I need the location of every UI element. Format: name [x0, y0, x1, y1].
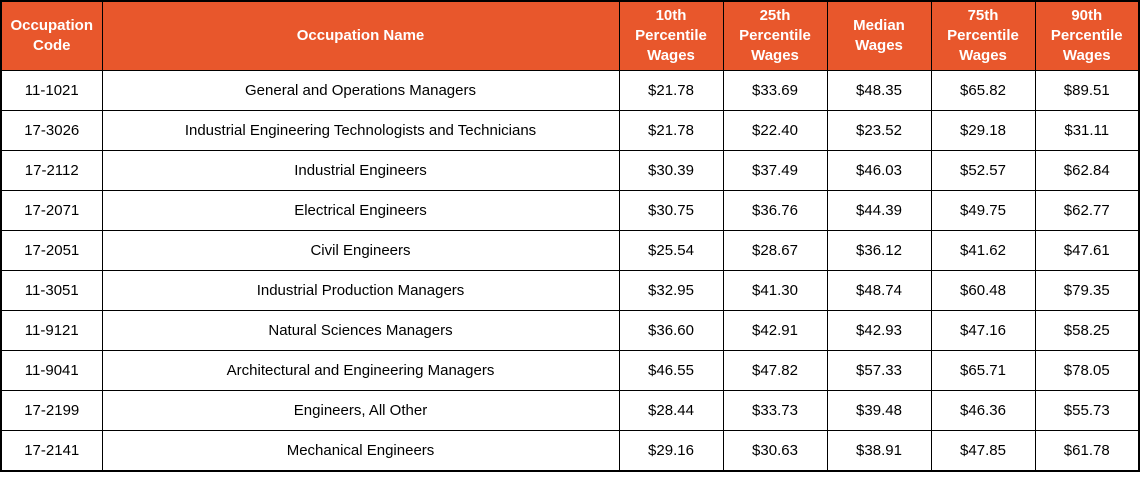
wage-median-cell: $23.52 [826, 110, 932, 151]
wage-10th-percentile-cell: $21.78 [618, 70, 724, 111]
wage-10th-percentile-cell: $30.75 [618, 190, 724, 231]
wage-75th-percentile-cell: $47.85 [930, 430, 1036, 472]
wage-90th-percentile-cell: $78.05 [1034, 350, 1140, 391]
wage-median-cell: $57.33 [826, 350, 932, 391]
occupation-code-cell: 11-3051 [0, 270, 103, 311]
col-header-median-wages: Median Wages [826, 0, 932, 71]
wage-median-cell: $39.48 [826, 390, 932, 431]
wage-90th-percentile-cell: $62.84 [1034, 150, 1140, 191]
table-body: 11-1021 General and Operations Managers … [0, 70, 1140, 472]
wage-25th-percentile-cell: $22.40 [722, 110, 828, 151]
wage-75th-percentile-cell: $52.57 [930, 150, 1036, 191]
occupation-name-cell: General and Operations Managers [101, 70, 620, 111]
occupation-code-cell: 17-2199 [0, 390, 103, 431]
header-row: Occupation Code Occupation Name 10th Per… [0, 0, 1140, 71]
wage-25th-percentile-cell: $47.82 [722, 350, 828, 391]
occupation-code-cell: 17-3026 [0, 110, 103, 151]
col-header-occupation-name: Occupation Name [101, 0, 620, 71]
wage-25th-percentile-cell: $42.91 [722, 310, 828, 351]
occupation-name-cell: Industrial Engineering Technologists and… [101, 110, 620, 151]
wage-75th-percentile-cell: $65.82 [930, 70, 1036, 111]
wage-90th-percentile-cell: $62.77 [1034, 190, 1140, 231]
wage-25th-percentile-cell: $36.76 [722, 190, 828, 231]
table-row: 11-9121 Natural Sciences Managers $36.60… [0, 310, 1140, 351]
col-header-occupation-code: Occupation Code [0, 0, 103, 71]
col-header-75th-percentile-wages: 75th Percentile Wages [930, 0, 1036, 71]
table-row: 17-3026 Industrial Engineering Technolog… [0, 110, 1140, 151]
wage-75th-percentile-cell: $65.71 [930, 350, 1036, 391]
wage-75th-percentile-cell: $46.36 [930, 390, 1036, 431]
wage-75th-percentile-cell: $47.16 [930, 310, 1036, 351]
wage-10th-percentile-cell: $29.16 [618, 430, 724, 472]
occupation-name-cell: Engineers, All Other [101, 390, 620, 431]
occupation-code-cell: 17-2112 [0, 150, 103, 191]
wage-75th-percentile-cell: $29.18 [930, 110, 1036, 151]
occupation-name-cell: Industrial Engineers [101, 150, 620, 191]
wage-25th-percentile-cell: $30.63 [722, 430, 828, 472]
wage-10th-percentile-cell: $25.54 [618, 230, 724, 271]
occupation-name-cell: Electrical Engineers [101, 190, 620, 231]
occupation-name-cell: Civil Engineers [101, 230, 620, 271]
occupation-code-cell: 17-2051 [0, 230, 103, 271]
wage-25th-percentile-cell: $28.67 [722, 230, 828, 271]
wage-90th-percentile-cell: $61.78 [1034, 430, 1140, 472]
occupation-name-cell: Industrial Production Managers [101, 270, 620, 311]
wage-10th-percentile-cell: $21.78 [618, 110, 724, 151]
wage-median-cell: $42.93 [826, 310, 932, 351]
wage-90th-percentile-cell: $89.51 [1034, 70, 1140, 111]
table-row: 17-2141 Mechanical Engineers $29.16 $30.… [0, 430, 1140, 472]
table-header: Occupation Code Occupation Name 10th Per… [0, 0, 1140, 71]
wage-10th-percentile-cell: $36.60 [618, 310, 724, 351]
wage-75th-percentile-cell: $49.75 [930, 190, 1036, 231]
occupation-code-cell: 11-1021 [0, 70, 103, 111]
occupation-name-cell: Mechanical Engineers [101, 430, 620, 472]
col-header-25th-percentile-wages: 25th Percentile Wages [722, 0, 828, 71]
wage-10th-percentile-cell: $46.55 [618, 350, 724, 391]
table-row: 17-2071 Electrical Engineers $30.75 $36.… [0, 190, 1140, 231]
occupation-code-cell: 17-2071 [0, 190, 103, 231]
occupation-name-cell: Architectural and Engineering Managers [101, 350, 620, 391]
wage-25th-percentile-cell: $33.73 [722, 390, 828, 431]
wage-10th-percentile-cell: $28.44 [618, 390, 724, 431]
wage-25th-percentile-cell: $37.49 [722, 150, 828, 191]
wage-25th-percentile-cell: $33.69 [722, 70, 828, 111]
wage-10th-percentile-cell: $32.95 [618, 270, 724, 311]
col-header-10th-percentile-wages: 10th Percentile Wages [618, 0, 724, 71]
wage-90th-percentile-cell: $55.73 [1034, 390, 1140, 431]
occupation-code-cell: 17-2141 [0, 430, 103, 472]
wage-median-cell: $38.91 [826, 430, 932, 472]
wage-25th-percentile-cell: $41.30 [722, 270, 828, 311]
wage-90th-percentile-cell: $31.11 [1034, 110, 1140, 151]
table-row: 17-2199 Engineers, All Other $28.44 $33.… [0, 390, 1140, 431]
occupation-code-cell: 11-9041 [0, 350, 103, 391]
wage-10th-percentile-cell: $30.39 [618, 150, 724, 191]
col-header-90th-percentile-wages: 90th Percentile Wages [1034, 0, 1140, 71]
table-row: 17-2112 Industrial Engineers $30.39 $37.… [0, 150, 1140, 191]
wage-90th-percentile-cell: $79.35 [1034, 270, 1140, 311]
wage-90th-percentile-cell: $58.25 [1034, 310, 1140, 351]
wage-90th-percentile-cell: $47.61 [1034, 230, 1140, 271]
wage-75th-percentile-cell: $41.62 [930, 230, 1036, 271]
wage-75th-percentile-cell: $60.48 [930, 270, 1036, 311]
wage-median-cell: $44.39 [826, 190, 932, 231]
occupation-name-cell: Natural Sciences Managers [101, 310, 620, 351]
wage-median-cell: $48.35 [826, 70, 932, 111]
table-row: 11-3051 Industrial Production Managers $… [0, 270, 1140, 311]
table-row: 11-9041 Architectural and Engineering Ma… [0, 350, 1140, 391]
table-row: 11-1021 General and Operations Managers … [0, 70, 1140, 111]
wage-median-cell: $46.03 [826, 150, 932, 191]
table-row: 17-2051 Civil Engineers $25.54 $28.67 $3… [0, 230, 1140, 271]
wage-median-cell: $36.12 [826, 230, 932, 271]
wage-median-cell: $48.74 [826, 270, 932, 311]
occupation-code-cell: 11-9121 [0, 310, 103, 351]
